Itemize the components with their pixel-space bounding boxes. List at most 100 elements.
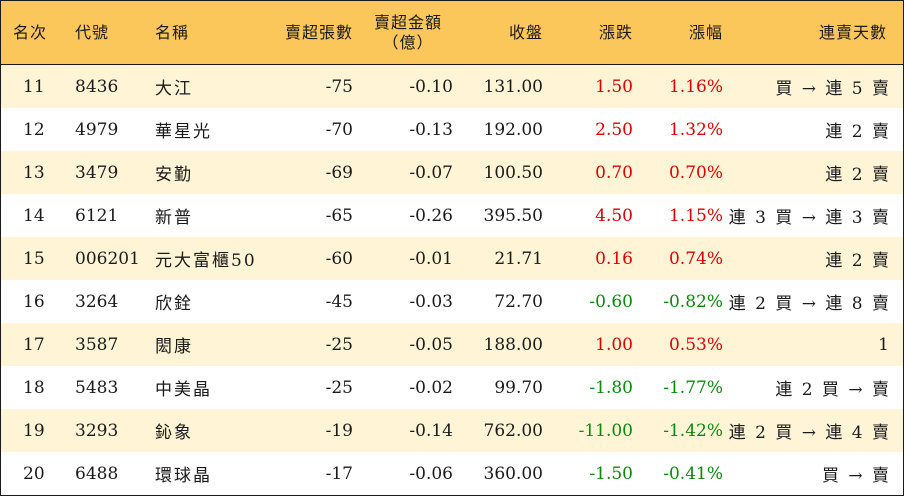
change-pct-cell: 0.53% (668, 334, 723, 355)
table-row: 18 5483 中美晶 -25 -0.02 99.70 -1.80 -1.77% 連 2 買 →… (1, 366, 903, 409)
close-cell: 360.00 (483, 463, 543, 484)
net-sell-lots-cell: -25 (325, 334, 353, 355)
code-cell: 3479 (75, 162, 119, 183)
streak-cell: 1 (878, 334, 891, 355)
net-sell-lots-cell: -60 (325, 248, 353, 269)
header-net-sell-amount: 賣超金額 （億） (365, 1, 451, 64)
streak-cell: 連 2 買 → 賣 (775, 380, 891, 400)
change-pct-cell: -0.41% (663, 463, 723, 484)
change-cell: -1.80 (589, 377, 633, 398)
streak-cell: 買 → 連 5 賣 (775, 79, 891, 99)
code-cell: 5483 (75, 377, 119, 398)
table-row: 12 4979 華星光 -70 -0.13 192.00 2.50 1.32% 連 2 賣 (1, 108, 903, 151)
name-cell: 環球晶 (155, 466, 212, 486)
streak-cell: 連 3 買 → 連 3 賣 (728, 208, 891, 228)
header-streak: 連賣天數 (818, 22, 887, 42)
change-cell: 1.50 (595, 76, 633, 97)
streak-cell: 連 2 賣 (825, 122, 891, 142)
net-sell-lots-cell: -75 (325, 76, 353, 97)
rank-cell: 18 (23, 377, 45, 398)
close-cell: 131.00 (483, 76, 543, 97)
change-pct-cell: -1.42% (663, 420, 723, 441)
net-sell-amount-cell: -0.03 (409, 291, 453, 312)
net-sell-lots-cell: -70 (325, 119, 353, 140)
close-cell: 395.50 (483, 205, 543, 226)
table-row: 15 006201 元大富櫃50 -60 -0.01 21.71 0.16 0.74% 連 2 … (1, 237, 903, 280)
header-net-sell-amount-line2: （億） (382, 32, 434, 52)
code-cell: 006201 (75, 248, 140, 269)
close-cell: 100.50 (483, 162, 543, 183)
name-cell: 華星光 (155, 122, 212, 142)
table-row: 13 3479 安勤 -69 -0.07 100.50 0.70 0.70% 連 2 賣 (1, 151, 903, 194)
net-sell-amount-cell: -0.02 (409, 377, 453, 398)
rank-cell: 11 (23, 76, 45, 97)
code-cell: 3264 (75, 291, 119, 312)
rank-cell: 16 (23, 291, 45, 312)
change-cell: 4.50 (595, 205, 633, 226)
code-cell: 3587 (75, 334, 119, 355)
rank-cell: 20 (23, 463, 45, 484)
net-sell-lots-cell: -69 (325, 162, 353, 183)
change-cell: 1.00 (595, 334, 633, 355)
streak-cell: 連 2 買 → 連 4 賣 (728, 423, 891, 443)
streak-cell: 連 2 賣 (825, 251, 891, 271)
close-cell: 192.00 (483, 119, 543, 140)
change-cell: 0.16 (595, 248, 633, 269)
code-cell: 8436 (75, 76, 119, 97)
close-cell: 21.71 (494, 248, 543, 269)
close-cell: 72.70 (494, 291, 543, 312)
net-sell-lots-cell: -65 (325, 205, 353, 226)
code-cell: 6121 (75, 205, 119, 226)
net-sell-amount-cell: -0.06 (409, 463, 453, 484)
header-change: 漲跌 (598, 22, 633, 42)
change-cell: 0.70 (595, 162, 633, 183)
table-row: 19 3293 鈊象 -19 -0.14 762.00 -11.00 -1.42% 連 2 買 … (1, 409, 903, 452)
rank-cell: 17 (23, 334, 45, 355)
name-cell: 元大富櫃50 (155, 251, 257, 271)
table-row: 14 6121 新普 -65 -0.26 395.50 4.50 1.15% 連 3 買 → 連… (1, 194, 903, 237)
change-pct-cell: -1.77% (663, 377, 723, 398)
change-pct-cell: 1.32% (668, 119, 723, 140)
header-code: 代號 (75, 22, 110, 42)
header-close: 收盤 (508, 22, 543, 42)
net-sell-lots-cell: -45 (325, 291, 353, 312)
rank-cell: 12 (23, 119, 45, 140)
change-cell: -1.50 (589, 463, 633, 484)
rank-cell: 15 (23, 248, 45, 269)
table-row: 16 3264 欣銓 -45 -0.03 72.70 -0.60 -0.82% 連 2 買 → … (1, 280, 903, 323)
code-cell: 3293 (75, 420, 119, 441)
close-cell: 762.00 (483, 420, 543, 441)
streak-cell: 連 2 買 → 連 8 賣 (728, 294, 891, 314)
streak-cell: 連 2 賣 (825, 165, 891, 185)
net-sell-lots-cell: -25 (325, 377, 353, 398)
net-sell-amount-cell: -0.10 (409, 76, 453, 97)
change-cell: -11.00 (578, 420, 633, 441)
name-cell: 大江 (155, 79, 193, 99)
code-cell: 4979 (75, 119, 119, 140)
name-cell: 安勤 (155, 165, 193, 185)
change-pct-cell: 0.70% (668, 162, 723, 183)
change-cell: 2.50 (595, 119, 633, 140)
net-sell-amount-cell: -0.05 (409, 334, 453, 355)
net-sell-amount-cell: -0.14 (409, 420, 453, 441)
net-sell-lots-cell: -17 (325, 463, 353, 484)
change-pct-cell: -0.82% (663, 291, 723, 312)
name-cell: 新普 (155, 208, 193, 228)
change-pct-cell: 1.15% (668, 205, 723, 226)
header-net-sell-amount-line1: 賣超金額 (373, 12, 442, 32)
table-header: 名次 代號 名稱 賣超張數 賣超金額 （億） 收盤 漲跌 漲幅 連賣天數 (1, 1, 903, 65)
header-rank: 名次 (13, 22, 48, 42)
net-sell-amount-cell: -0.26 (409, 205, 453, 226)
close-cell: 188.00 (483, 334, 543, 355)
net-sell-amount-cell: -0.07 (409, 162, 453, 183)
rank-cell: 14 (23, 205, 45, 226)
table-row: 17 3587 閎康 -25 -0.05 188.00 1.00 0.53% 1 (1, 323, 903, 366)
name-cell: 中美晶 (155, 380, 212, 400)
rank-cell: 19 (23, 420, 45, 441)
table-row: 11 8436 大江 -75 -0.10 131.00 1.50 1.16% 買 → 連 5 賣 (1, 65, 903, 108)
change-cell: -0.60 (589, 291, 633, 312)
code-cell: 6488 (75, 463, 119, 484)
streak-cell: 買 → 賣 (821, 466, 891, 486)
net-sell-lots-cell: -19 (325, 420, 353, 441)
